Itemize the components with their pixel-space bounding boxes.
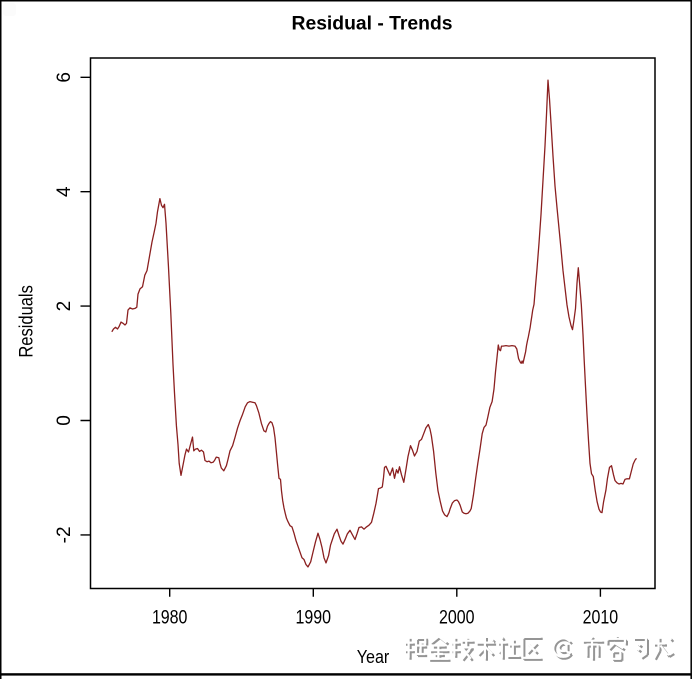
svg-text:1980: 1980 <box>152 608 188 629</box>
svg-text:Year: Year <box>357 647 390 667</box>
svg-text:6: 6 <box>54 72 75 83</box>
svg-text:2000: 2000 <box>439 608 475 629</box>
svg-text:-2: -2 <box>54 526 75 543</box>
svg-text:2010: 2010 <box>583 608 619 629</box>
svg-text:1990: 1990 <box>296 608 332 629</box>
svg-text:4: 4 <box>54 186 75 197</box>
svg-text:Residuals: Residuals <box>17 285 38 358</box>
svg-text:2: 2 <box>54 301 75 312</box>
svg-text:0: 0 <box>54 415 75 426</box>
svg-text:Residual - Trends: Residual - Trends <box>292 12 453 34</box>
